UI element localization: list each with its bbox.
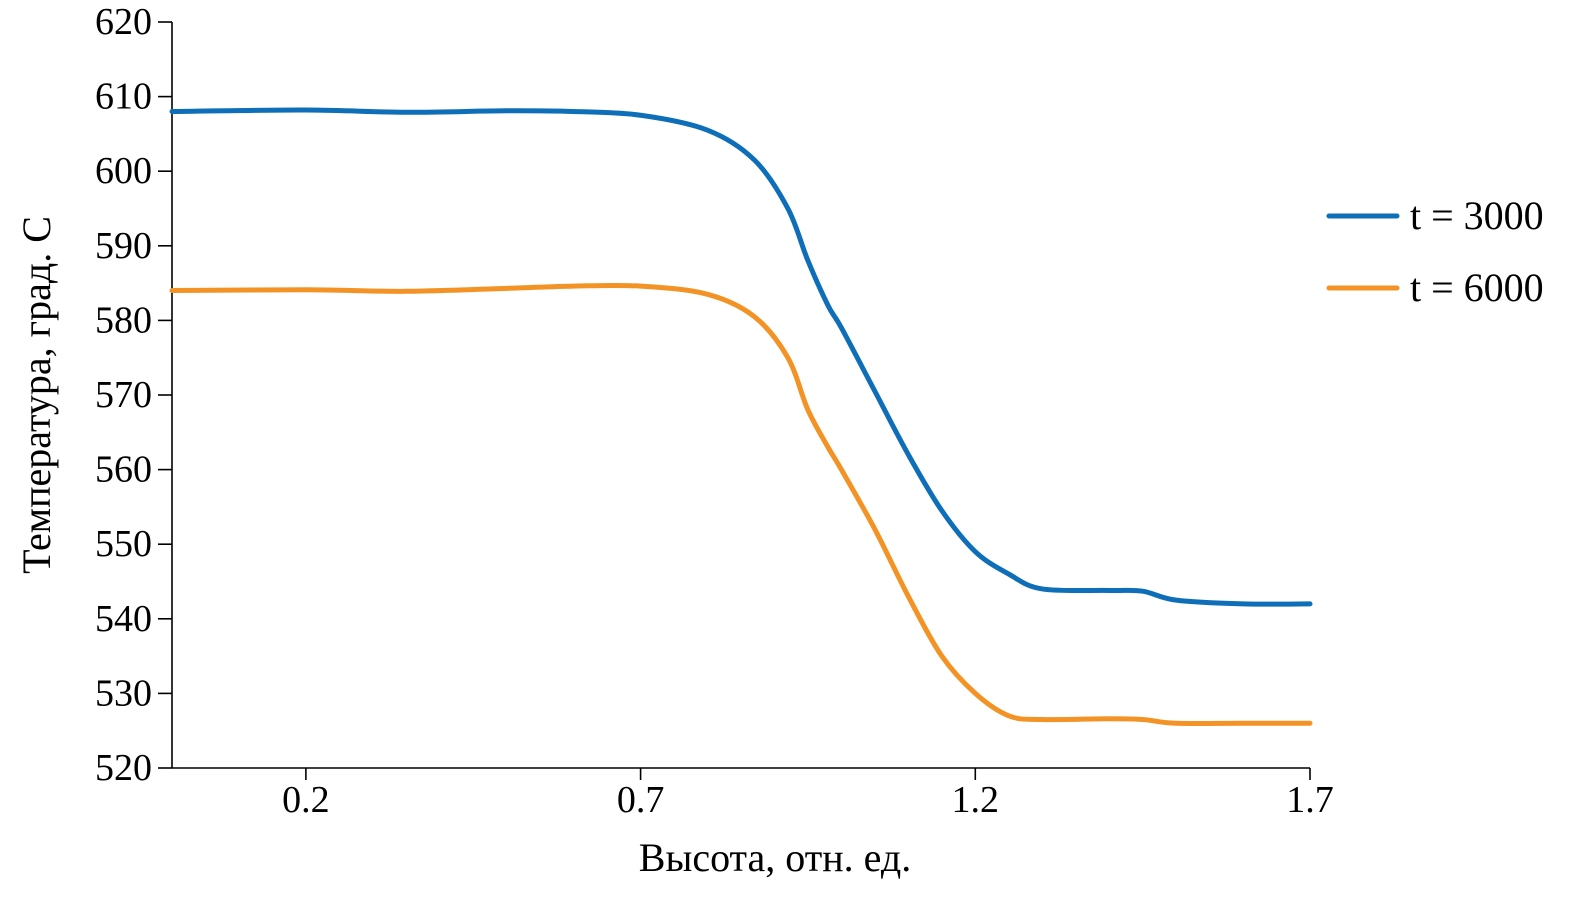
series-line-2 <box>169 282 1313 727</box>
x-ticks: 0.2 0.7 1.2 1.7 <box>282 768 1334 821</box>
y-tick-label: 570 <box>95 374 152 416</box>
y-tick-label: 620 <box>95 1 152 43</box>
y-tick-label: 610 <box>95 76 152 118</box>
y-tick-label: 540 <box>95 598 152 640</box>
series-group <box>169 107 1313 727</box>
x-tick-label: 0.2 <box>282 779 330 821</box>
y-tick-label: 560 <box>95 449 152 491</box>
axes <box>171 22 1310 769</box>
y-tick-label: 520 <box>95 747 152 789</box>
y-tick-label: 550 <box>95 523 152 565</box>
y-tick-label: 590 <box>95 225 152 267</box>
y-ticks: 520 530 540 550 560 570 580 590 600 610 620 <box>95 1 172 789</box>
y-tick-label: 600 <box>95 150 152 192</box>
series-line-1 <box>169 107 1313 607</box>
y-axis-title: Температура, град. С <box>14 216 59 574</box>
x-tick-label: 1.2 <box>952 779 1000 821</box>
x-tick-label: 0.7 <box>617 779 665 821</box>
y-tick-label: 530 <box>95 672 152 714</box>
x-axis-title: Высота, отн. ед. <box>639 835 911 880</box>
legend: t = 3000 t = 6000 <box>1326 193 1544 310</box>
y-tick-label: 580 <box>95 299 152 341</box>
x-tick-label: 1.7 <box>1286 779 1334 821</box>
legend-label-2: t = 6000 <box>1410 265 1544 310</box>
legend-label-1: t = 3000 <box>1410 193 1544 238</box>
